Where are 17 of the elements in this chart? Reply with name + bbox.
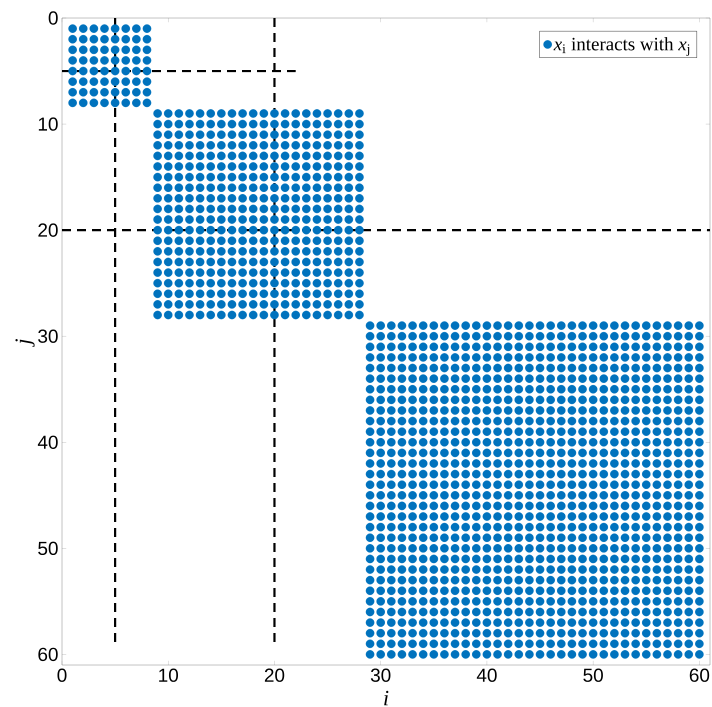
x-axis-title: i	[384, 690, 388, 706]
y-tick-label: 50	[38, 542, 58, 556]
y-axis-title: j	[15, 338, 35, 347]
x-tick-label: 20	[264, 668, 284, 682]
y-tick-label: 40	[38, 436, 58, 449]
y-tick-label: 0	[48, 11, 58, 25]
x-tick-label: 40	[476, 668, 497, 682]
y-tick-label: 30	[38, 330, 58, 343]
x-tick-label: 0	[57, 668, 67, 682]
y-tick-label: 20	[38, 223, 58, 237]
x-tick-label: 60	[690, 668, 710, 682]
x-tick-label: 50	[583, 668, 603, 682]
x-tick-label: 30	[370, 668, 390, 682]
x-tick-label: 10	[159, 668, 178, 682]
y-tick-label: 10	[38, 117, 58, 131]
y-tick-label: 60	[38, 648, 58, 662]
legend-label: x$_{i}$ interacts with x$_{j}$	[554, 37, 690, 56]
